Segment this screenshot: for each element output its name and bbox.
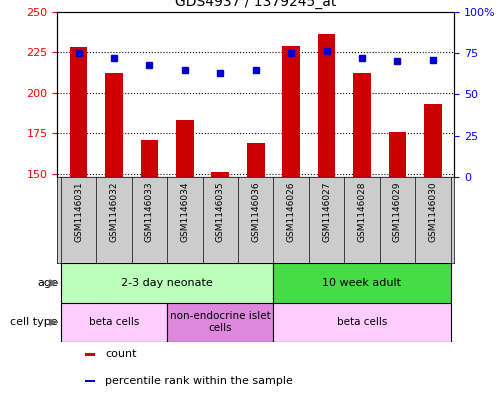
Bar <box>167 303 273 342</box>
Text: beta cells: beta cells <box>337 317 387 327</box>
Bar <box>247 143 264 177</box>
Text: beta cells: beta cells <box>89 317 139 327</box>
Bar <box>61 263 273 303</box>
Bar <box>318 35 335 177</box>
Text: GSM1146026: GSM1146026 <box>286 181 296 242</box>
Bar <box>85 353 95 356</box>
Bar <box>424 104 442 177</box>
Bar <box>389 132 406 177</box>
Bar <box>105 73 123 177</box>
Bar <box>273 303 451 342</box>
Text: age: age <box>37 278 58 288</box>
Bar <box>85 380 95 382</box>
Text: GSM1146027: GSM1146027 <box>322 181 331 242</box>
Bar <box>141 140 158 177</box>
Bar <box>353 73 371 177</box>
Text: GSM1146034: GSM1146034 <box>181 181 190 242</box>
Text: GSM1146035: GSM1146035 <box>216 181 225 242</box>
Bar <box>273 263 451 303</box>
Text: count: count <box>105 349 137 359</box>
Bar <box>176 120 194 177</box>
Bar <box>70 48 87 177</box>
Text: GSM1146030: GSM1146030 <box>428 181 437 242</box>
Text: cell type: cell type <box>10 317 58 327</box>
Bar <box>212 172 229 177</box>
Text: GSM1146036: GSM1146036 <box>251 181 260 242</box>
Text: percentile rank within the sample: percentile rank within the sample <box>105 376 293 386</box>
Text: non-endocrine islet
cells: non-endocrine islet cells <box>170 312 270 333</box>
Text: 10 week adult: 10 week adult <box>322 278 402 288</box>
Bar <box>61 303 167 342</box>
Text: GSM1146031: GSM1146031 <box>74 181 83 242</box>
Text: GSM1146029: GSM1146029 <box>393 181 402 242</box>
Text: GSM1146028: GSM1146028 <box>357 181 366 242</box>
Text: 2-3 day neonate: 2-3 day neonate <box>121 278 213 288</box>
Title: GDS4937 / 1379245_at: GDS4937 / 1379245_at <box>175 0 336 9</box>
Bar <box>282 46 300 177</box>
Text: GSM1146033: GSM1146033 <box>145 181 154 242</box>
Text: GSM1146032: GSM1146032 <box>110 181 119 242</box>
